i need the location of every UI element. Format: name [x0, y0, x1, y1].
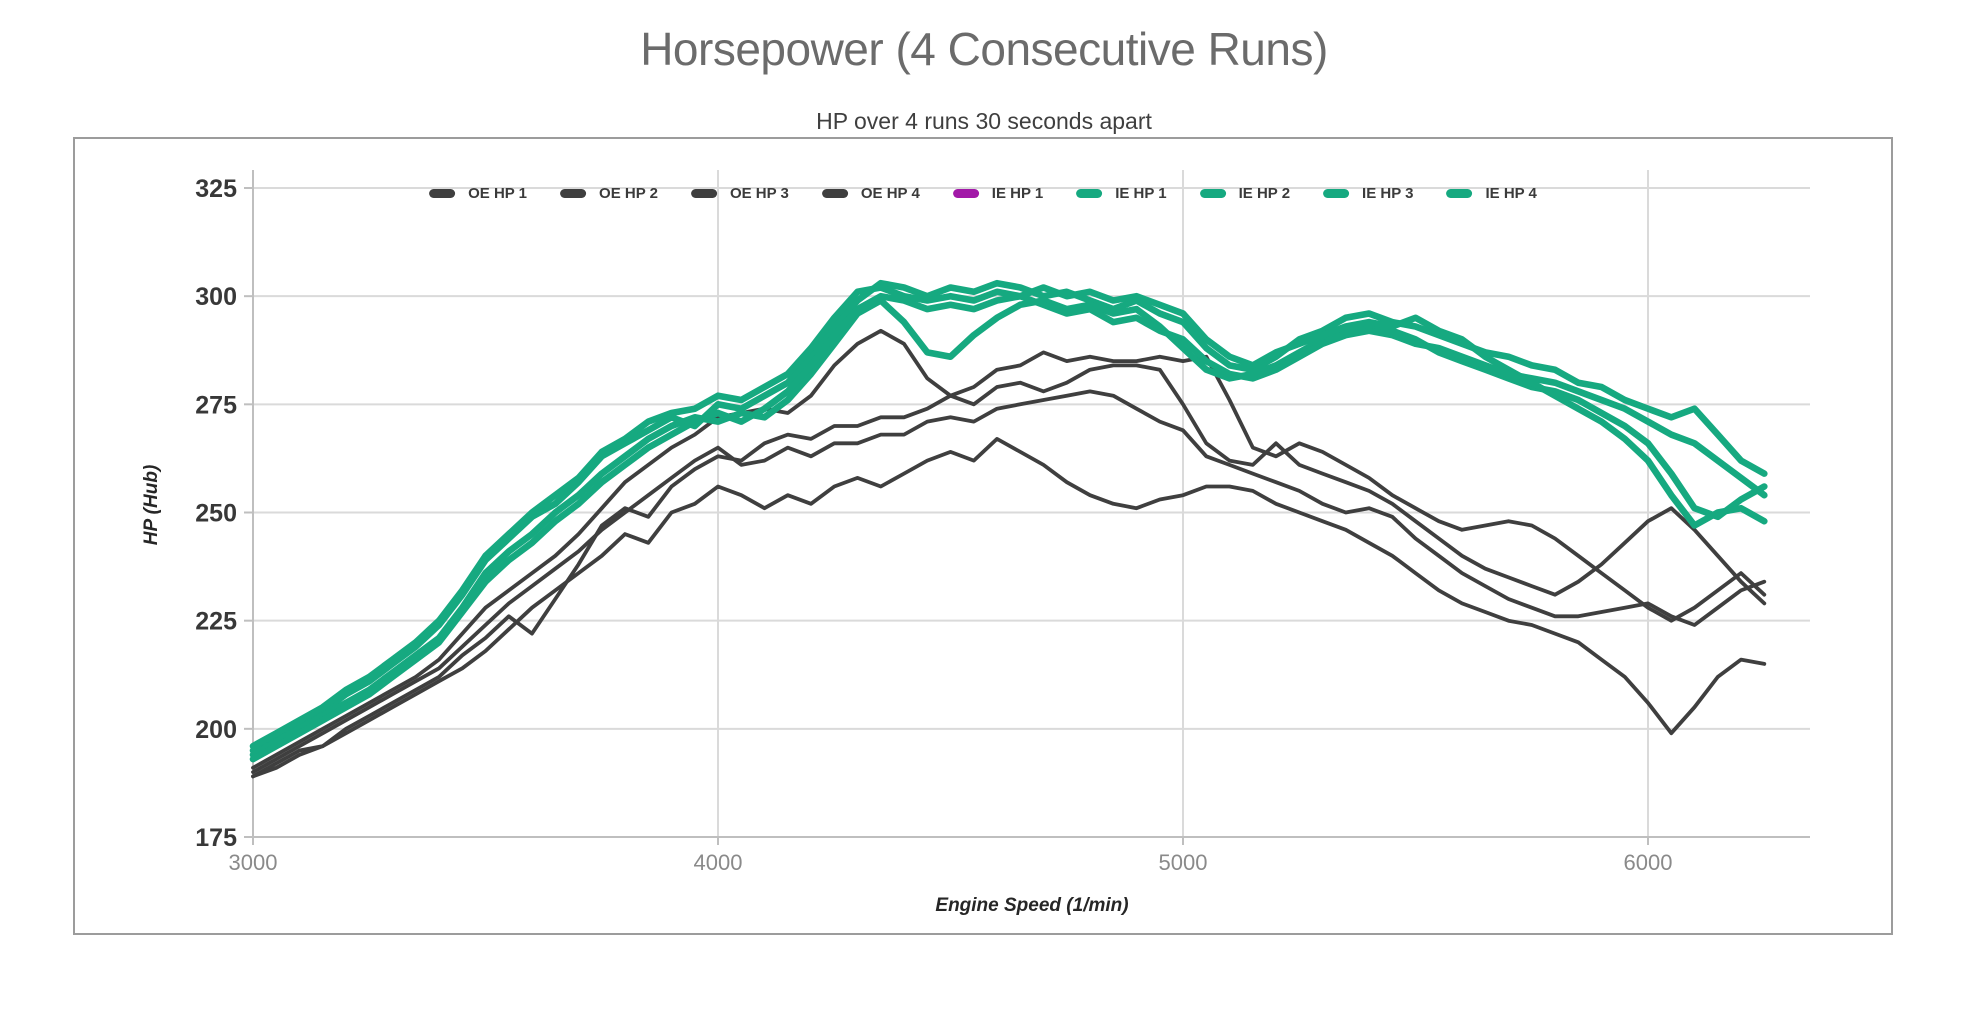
legend-label: IE HP 1	[991, 185, 1044, 202]
chart-subtitle: HP over 4 runs 30 seconds apart	[816, 108, 1152, 134]
legend-item-ie-hp-3-7[interactable]: IE HP 3	[1323, 185, 1413, 202]
series-line-oe-hp-2	[251, 363, 1767, 779]
legend-swatch-icon	[952, 189, 979, 198]
legend-item-oe-hp-2-1[interactable]: OE HP 2	[560, 185, 658, 202]
x-tick-label-6000: 6000	[1624, 850, 1673, 875]
legend-swatch-icon	[429, 189, 456, 198]
y-tick-label-325: 325	[195, 175, 237, 203]
series-line-oe-hp-1	[251, 328, 1767, 770]
y-tick-label-300: 300	[195, 283, 237, 311]
legend-swatch-icon	[1446, 189, 1473, 198]
legend-item-ie-hp-1-5[interactable]: IE HP 1	[1076, 185, 1167, 202]
legend-label: OE HP 4	[860, 185, 920, 202]
legend-swatch-icon	[1323, 189, 1350, 198]
y-tick-label-225: 225	[195, 608, 237, 636]
y-tick-label-275: 275	[195, 391, 237, 419]
legend-swatch-icon	[1199, 189, 1226, 198]
legend-item-ie-hp-4-8[interactable]: IE HP 4	[1446, 185, 1537, 202]
series-line-ie-hp-3	[249, 284, 1768, 763]
x-tick-label-4000: 4000	[694, 850, 743, 875]
legend-label: IE HP 1	[1115, 185, 1167, 202]
legend: OE HP 1 OE HP 2 OE HP 3 OE HP 4 IE HP 1 IE HP…	[429, 185, 1537, 202]
legend-swatch-icon	[1076, 189, 1103, 198]
legend-item-oe-hp-3-2[interactable]: OE HP 3	[690, 185, 789, 202]
legend-label: OE HP 2	[599, 185, 658, 202]
series-line-ie-hp-4	[249, 284, 1768, 750]
x-axis-title: Engine Speed (1/min)	[935, 895, 1129, 916]
series-line-oe-hp-3	[251, 389, 1767, 774]
series-line-oe-hp-4	[251, 436, 1767, 779]
y-axis-title: HP (Hub)	[141, 464, 162, 546]
legend-item-oe-hp-1-0[interactable]: OE HP 1	[429, 185, 527, 202]
legend-label: OE HP 1	[468, 185, 528, 202]
legend-item-ie-hp-1-4[interactable]: IE HP 1	[952, 185, 1044, 202]
legend-label: OE HP 3	[729, 185, 789, 202]
legend-label: IE HP 4	[1485, 185, 1537, 202]
legend-label: IE HP 3	[1362, 185, 1414, 202]
legend-swatch-icon	[690, 189, 717, 198]
legend-label: IE HP 2	[1238, 185, 1291, 202]
legend-swatch-icon	[821, 189, 848, 198]
legend-item-ie-hp-2-6[interactable]: IE HP 2	[1199, 185, 1291, 202]
series-line-ie-hp-2	[249, 297, 1768, 759]
legend-swatch-icon	[560, 189, 587, 198]
y-tick-label-250: 250	[195, 500, 237, 528]
legend-item-oe-hp-4-3[interactable]: OE HP 4	[821, 185, 920, 202]
chart-frame	[73, 137, 1893, 935]
x-tick-label-5000: 5000	[1159, 850, 1208, 875]
y-tick-label-200: 200	[195, 716, 237, 744]
y-tick-label-175: 175	[195, 824, 237, 852]
x-tick-label-3000: 3000	[229, 850, 278, 875]
chart-title: Horsepower (4 Consecutive Runs)	[640, 23, 1328, 75]
series-line-ie-hp-1	[249, 279, 1768, 754]
